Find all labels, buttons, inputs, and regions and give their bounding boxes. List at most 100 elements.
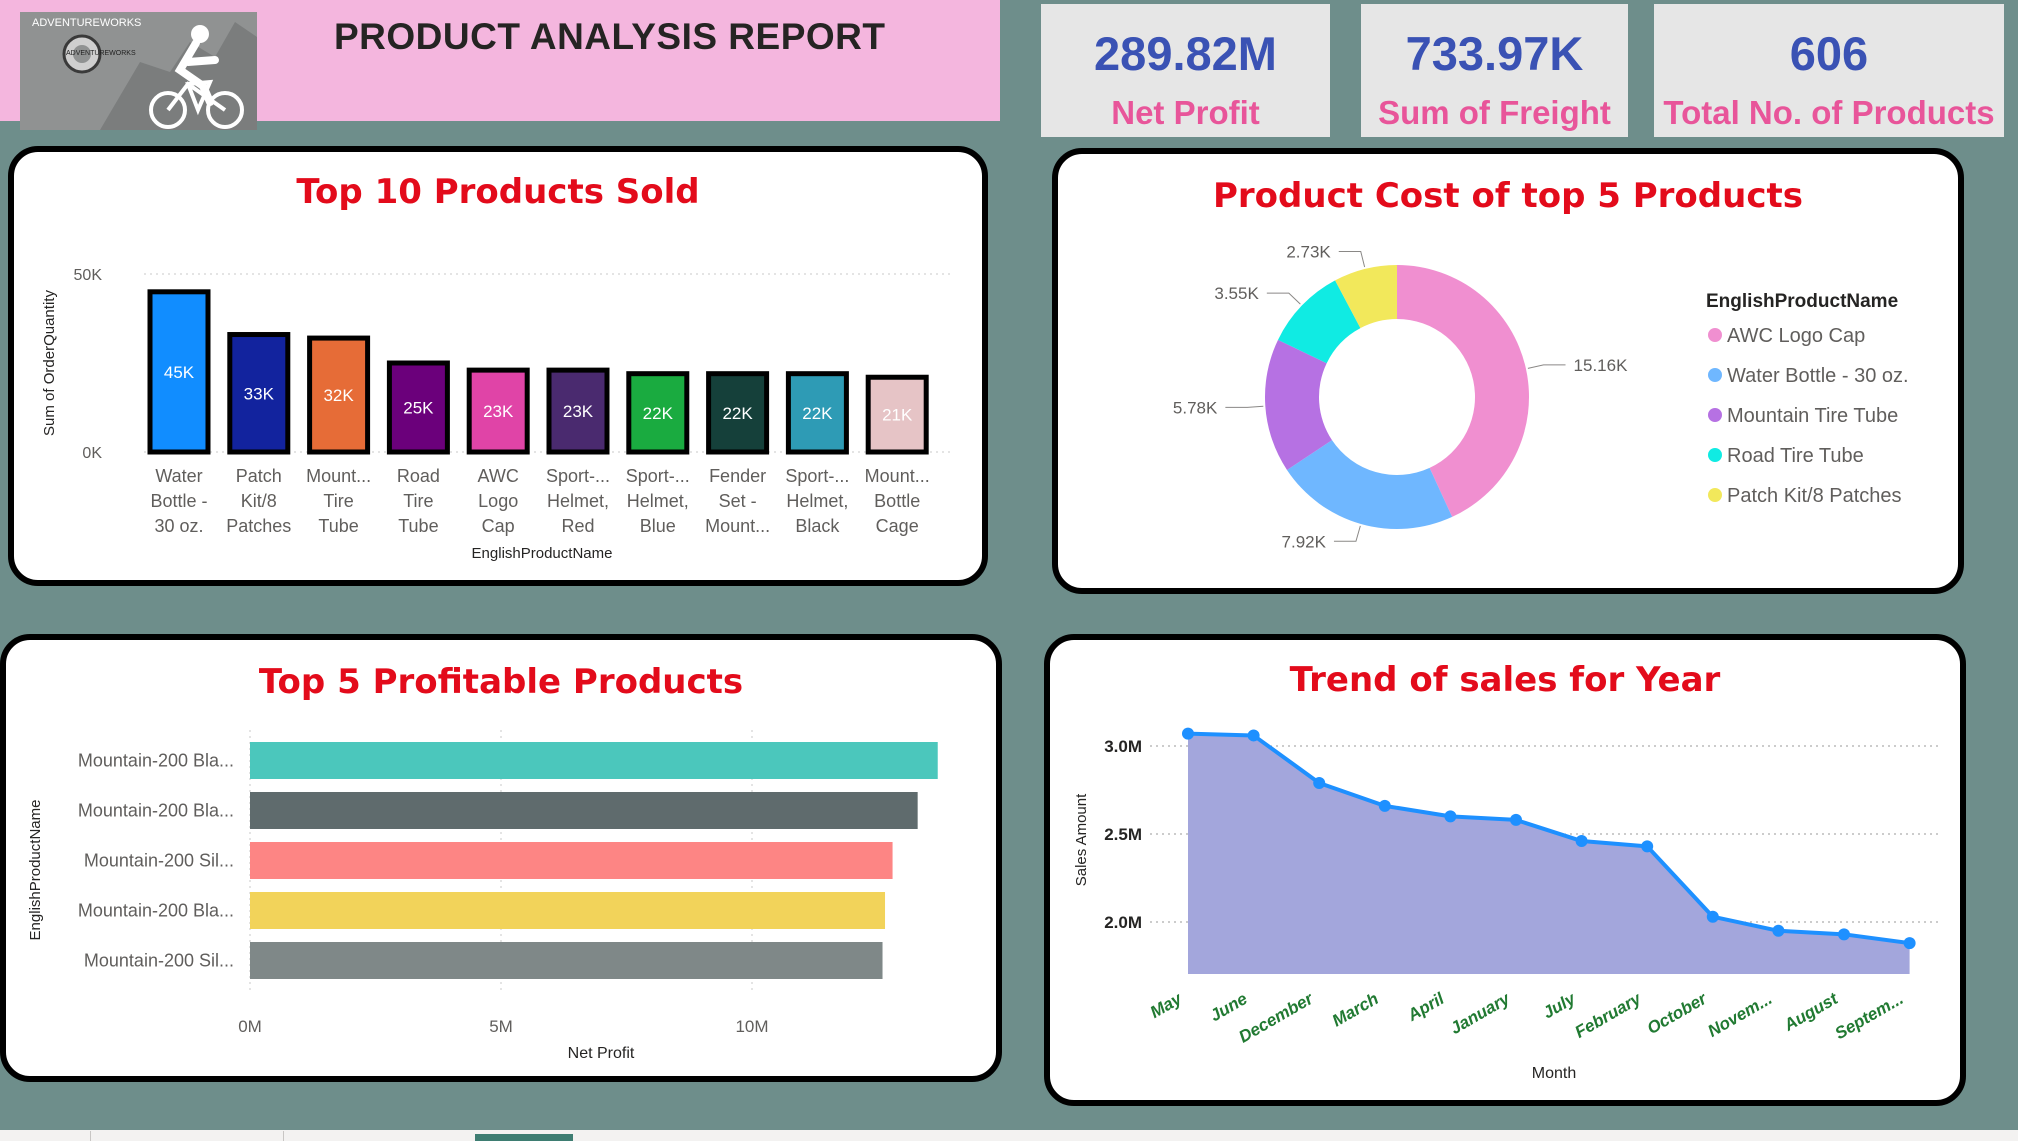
x-tick-label: AWC [478, 466, 519, 486]
x-tick-label: March [1329, 989, 1382, 1030]
kpi-label: Net Profit [1111, 94, 1260, 131]
legend-marker [1708, 328, 1722, 342]
donut-slice [1265, 339, 1332, 470]
data-point [1444, 810, 1457, 823]
leader-line [1266, 292, 1301, 305]
legend-title: EnglishProductName [1706, 291, 1898, 312]
y-tick-label: Mountain-200 Bla... [78, 801, 234, 821]
page-title: PRODUCT ANALYSIS REPORT [334, 16, 886, 57]
page-tab-divider [90, 1131, 91, 1141]
data-label: 5.78K [1173, 398, 1218, 417]
x-tick-label: Helmet, [786, 491, 848, 511]
x-tick-label: Tire [403, 491, 433, 511]
bar [865, 374, 929, 455]
donut-slice [1335, 265, 1397, 329]
data-label: 15.16K [1574, 356, 1629, 375]
data-label: 45K [164, 363, 195, 382]
product-cost-donut: 15.16K 7.92K 5.78K 3.55K 2.73K EnglishProduct… [1173, 242, 1909, 551]
adventureworks-logo: ADVENTUREWORKS ADVENTUREWORKS [20, 12, 257, 130]
y-axis-title: Sum of OrderQuantity [41, 290, 58, 436]
bar [546, 367, 610, 455]
x-tick-label: Logo [478, 491, 518, 511]
bar [706, 371, 770, 455]
y-tick-label: 2.0M [1104, 913, 1142, 932]
x-tick-label: Tire [323, 491, 353, 511]
x-tick-label: 30 oz. [154, 516, 203, 536]
data-point [1772, 924, 1785, 937]
profitable-products-chart: 0M 5M 10M Mountain-200 Bla... Mountain-200 B… [27, 730, 938, 1062]
data-point [1182, 727, 1194, 740]
report-header: ADVENTUREWORKS ADVENTUREWORKS PRODUCT AN… [0, 0, 1000, 130]
chart-title: Trend of sales for Year [1289, 660, 1721, 700]
bar [785, 371, 849, 455]
data-point [1641, 840, 1654, 853]
x-tick-label: Novem... [1705, 989, 1776, 1041]
x-tick-label: July [1540, 988, 1580, 1022]
leader-line [1527, 364, 1566, 369]
data-label: 3.55K [1214, 284, 1259, 303]
page-tab-bar [0, 1130, 2018, 1141]
data-point [1706, 910, 1719, 923]
chart-title: Top 10 Products Sold [296, 172, 700, 212]
kpi-value: 733.97K [1405, 27, 1584, 80]
x-axis-title: EnglishProductName [472, 545, 613, 562]
logo-text: ADVENTUREWORKS [32, 17, 142, 29]
data-point [1378, 799, 1391, 812]
x-tick-label: Red [561, 516, 594, 536]
x-tick-label: Cap [482, 516, 515, 536]
y-tick-label: 2.5M [1104, 825, 1142, 844]
legend-marker [1708, 488, 1722, 502]
legend-marker [1708, 448, 1722, 462]
logo-image [62, 22, 257, 130]
y-axis-title: Sales Amount [1073, 793, 1090, 886]
chart-title: Product Cost of top 5 Products [1213, 176, 1803, 216]
cyclist-head-icon [191, 25, 209, 43]
data-point [1838, 928, 1850, 941]
kpi-value: 289.82M [1094, 27, 1277, 80]
x-axis-title: Month [1532, 1065, 1576, 1082]
x-tick-label: January [1447, 988, 1514, 1038]
kpi-card-net-profit: 289.82M Net Profit [1041, 4, 1330, 137]
x-tick-label: Bottle - [150, 491, 207, 511]
data-label: 23K [483, 402, 514, 421]
x-tick-label: Helmet, [627, 491, 689, 511]
x-tick-label: Sport-... [546, 466, 610, 486]
leader-line [1338, 250, 1366, 268]
cyclist-icon [174, 39, 219, 106]
x-tick-label: Patches [226, 516, 291, 536]
data-point [1903, 937, 1916, 950]
data-label: 22K [722, 404, 753, 423]
active-page-tab[interactable] [475, 1134, 573, 1141]
bar [466, 367, 530, 455]
kpi-label: Total No. of Products [1663, 94, 1995, 131]
x-tick-label: Road [397, 466, 440, 486]
x-tick-label: May [1147, 988, 1186, 1022]
donut-slice [1278, 280, 1361, 364]
x-tick-label: Helmet, [547, 491, 609, 511]
y-tick-label: Mountain-200 Bla... [78, 751, 234, 771]
data-label: 21K [882, 406, 913, 425]
bar [386, 360, 450, 455]
kpi-value: 606 [1789, 27, 1869, 80]
y-tick-label: 50K [74, 267, 103, 284]
x-tick-label: Black [795, 516, 840, 536]
data-point [1575, 835, 1588, 848]
series-line [1187, 731, 1910, 946]
data-label: 2.73K [1286, 242, 1331, 261]
legend-item: Road Tire Tube [1727, 445, 1864, 467]
data-label: 25K [403, 399, 434, 418]
bar [227, 332, 291, 455]
legend-item: AWC Logo Cap [1727, 325, 1865, 347]
x-tick-label: Kit/8 [241, 491, 277, 511]
x-tick-label: Set - [719, 491, 757, 511]
kpi-card-total-products: 606 Total No. of Products [1654, 4, 2004, 137]
logo-badge-text: ADVENTUREWORKS [66, 50, 136, 57]
x-tick-label: Septem... [1832, 989, 1907, 1043]
leader-line [1333, 525, 1361, 542]
x-tick-label: Water [155, 466, 202, 486]
donut-slice [1397, 265, 1529, 517]
legend-item: Water Bottle - 30 oz. [1727, 365, 1909, 387]
x-axis-title: Net Profit [568, 1045, 635, 1062]
x-tick-label: Cage [876, 516, 919, 536]
